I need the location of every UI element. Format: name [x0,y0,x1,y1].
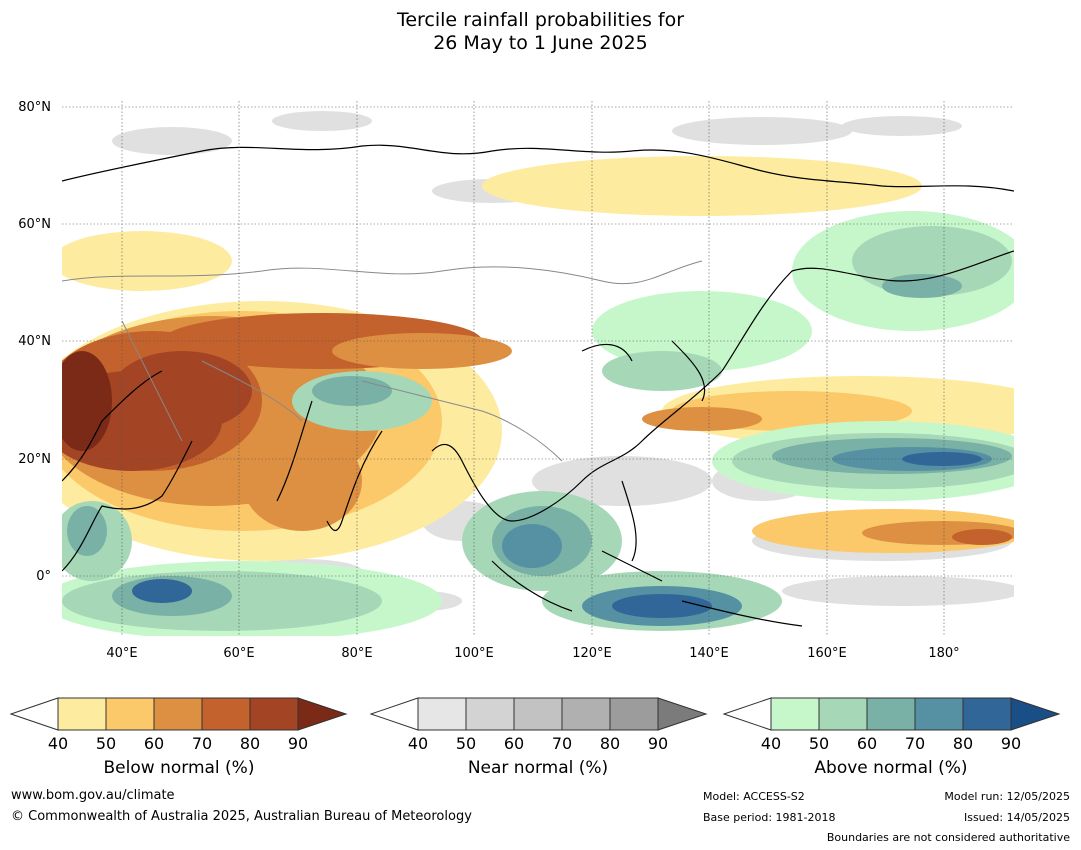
lon-label-180: 180° [928,646,960,661]
below-tick-70: 70 [191,734,213,753]
colorbar-near-normal [370,697,708,731]
lat-label-80n: 80°N [18,100,51,115]
near-tick-40: 40 [407,734,429,753]
country-borders [62,260,703,462]
disclaimer-text: Boundaries are not considered authoritat… [826,831,1070,844]
model-run-text: Model run: 12/05/2025 [944,790,1070,803]
lon-label-40e: 40°E [106,646,138,661]
lon-label-160e: 160°E [807,646,847,661]
lat-label-20n: 20°N [18,452,51,467]
lon-label-80e: 80°E [341,646,373,661]
below-normal-label: Below normal (%) [103,758,255,778]
lat-label-0: 0° [36,569,51,584]
above-tick-50: 50 [808,734,830,753]
below-tick-80: 80 [239,734,261,753]
title-line-1: Tercile rainfall probabilities for [396,9,685,31]
lat-label-40n: 40°N [18,334,51,349]
map-title: Tercile rainfall probabilities for 26 Ma… [0,9,1081,55]
model-text: Model: ACCESS-S2 [703,790,805,803]
near-tick-70: 70 [551,734,573,753]
above-tick-90: 90 [1000,734,1022,753]
lon-label-140e: 140°E [689,646,729,661]
below-tick-50: 50 [95,734,117,753]
above-tick-60: 60 [856,734,878,753]
lon-label-60e: 60°E [223,646,255,661]
rainfall-probability-map [62,101,1014,636]
below-tick-90: 90 [287,734,309,753]
base-period-text: Base period: 1981-2018 [703,811,836,824]
below-tick-60: 60 [143,734,165,753]
above-tick-40: 40 [760,734,782,753]
near-tick-50: 50 [455,734,477,753]
near-tick-60: 60 [503,734,525,753]
title-line-2: 26 May to 1 June 2025 [433,32,648,54]
near-tick-80: 80 [599,734,621,753]
coastlines [62,144,1014,627]
colorbar-below-normal [10,697,348,731]
lat-label-60n: 60°N [18,217,51,232]
near-normal-label: Near normal (%) [467,758,609,778]
gridlines [62,101,1014,636]
near-tick-90: 90 [647,734,669,753]
lon-label-100e: 100°E [454,646,494,661]
copyright-text: © Commonwealth of Australia 2025, Austra… [11,809,472,824]
above-normal-label: Above normal (%) [814,758,968,778]
above-tick-70: 70 [904,734,926,753]
colorbar-above-normal [723,697,1061,731]
above-tick-80: 80 [952,734,974,753]
issued-text: Issued: 14/05/2025 [963,811,1070,824]
lon-label-120e: 120°E [572,646,612,661]
below-tick-40: 40 [47,734,69,753]
website-link[interactable]: www.bom.gov.au/climate [11,788,175,803]
